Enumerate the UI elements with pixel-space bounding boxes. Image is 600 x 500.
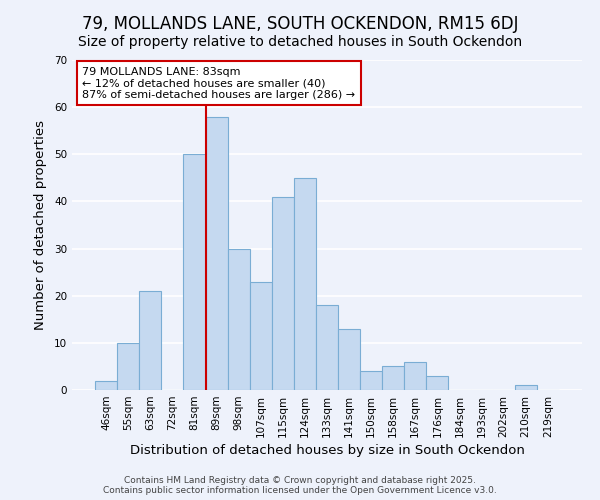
- Text: Size of property relative to detached houses in South Ockendon: Size of property relative to detached ho…: [78, 35, 522, 49]
- Bar: [184, 154, 206, 390]
- Bar: [117, 343, 139, 390]
- Y-axis label: Number of detached properties: Number of detached properties: [34, 120, 47, 330]
- Bar: [250, 282, 272, 390]
- Bar: [139, 291, 161, 390]
- Bar: [382, 366, 404, 390]
- Text: Contains HM Land Registry data © Crown copyright and database right 2025.
Contai: Contains HM Land Registry data © Crown c…: [103, 476, 497, 495]
- Bar: [95, 380, 117, 390]
- Bar: [404, 362, 427, 390]
- Bar: [294, 178, 316, 390]
- Bar: [338, 328, 360, 390]
- X-axis label: Distribution of detached houses by size in South Ockendon: Distribution of detached houses by size …: [130, 444, 524, 457]
- Text: 79, MOLLANDS LANE, SOUTH OCKENDON, RM15 6DJ: 79, MOLLANDS LANE, SOUTH OCKENDON, RM15 …: [82, 15, 518, 33]
- Bar: [427, 376, 448, 390]
- Text: 79 MOLLANDS LANE: 83sqm
← 12% of detached houses are smaller (40)
87% of semi-de: 79 MOLLANDS LANE: 83sqm ← 12% of detache…: [82, 66, 355, 100]
- Bar: [316, 305, 338, 390]
- Bar: [360, 371, 382, 390]
- Bar: [515, 386, 537, 390]
- Bar: [272, 196, 294, 390]
- Bar: [206, 116, 227, 390]
- Bar: [227, 248, 250, 390]
